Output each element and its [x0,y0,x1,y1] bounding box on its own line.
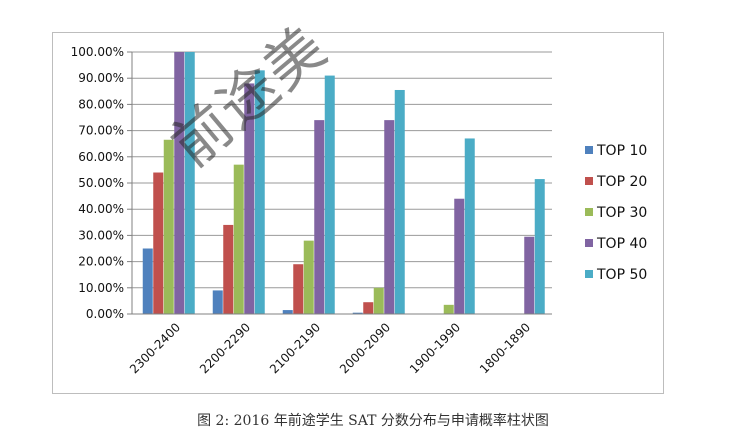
bar-top-20-3 [363,302,374,314]
bar-top-10-2 [282,310,293,314]
bars [142,52,545,315]
x-tick-label: 2000-2090 [337,320,393,376]
legend-swatch [585,239,593,247]
x-tick-label: 2200-2290 [197,320,253,376]
legend-label: TOP 50 [596,267,647,283]
y-tick-label: 0.00% [86,307,124,321]
x-tick-label: 1800-1890 [477,320,533,376]
bar-top-50-1 [254,70,265,314]
y-tick-label: 50.00% [78,176,124,190]
bar-top-50-0 [184,52,195,314]
bar-top-30-2 [303,240,314,314]
y-tick-label: 10.00% [78,281,124,295]
y-tick-label: 70.00% [78,124,124,138]
bar-top-20-2 [293,264,304,314]
y-tick-label: 20.00% [78,255,124,269]
bar-top-40-1 [244,83,255,314]
bar-top-30-4 [443,304,454,314]
y-tick-label: 100.00% [71,45,124,59]
y-axis: 0.00% 10.00% 20.00% 30.00% 40.00% 50.00% 60.00… [71,45,133,321]
bar-top-30-1 [233,164,244,314]
bar-top-10-1 [212,290,223,314]
bar-top-40-0 [174,52,185,314]
bar-top-10-0 [142,248,153,314]
bar-top-50-5 [534,179,545,314]
x-tick-label: 2300-2400 [127,320,183,376]
bar-top-30-3 [373,287,384,314]
bar-top-50-2 [324,75,335,314]
y-tick-label: 60.00% [78,150,124,164]
bar-top-40-2 [314,120,325,315]
legend: TOP 10 TOP 20 TOP 30 TOP 40 TOP 50 [585,143,647,283]
x-tick-label: 1900-1990 [407,320,463,376]
bar-top-10-3 [352,312,363,314]
bar-top-50-4 [464,138,475,314]
bar-top-20-0 [153,172,164,314]
legend-swatch [585,177,593,185]
legend-label: TOP 10 [596,143,647,159]
legend-label: TOP 40 [596,236,647,252]
bar-top-50-3 [394,89,405,315]
y-tick-label: 40.00% [78,202,124,216]
y-tick-label: 30.00% [78,228,124,242]
bar-top-20-1 [223,224,234,314]
bar-top-40-4 [454,198,465,314]
bar-top-40-3 [384,120,395,315]
legend-label: TOP 20 [596,174,647,190]
y-tick-label: 80.00% [78,97,124,111]
bar-chart: 0.00% 10.00% 20.00% 30.00% 40.00% 50.00% 60.00… [71,45,648,376]
legend-swatch [585,146,593,154]
bar-top-40-5 [524,236,535,314]
x-axis: 2300-2400 2200-2290 2100-2190 2000-2090 1900… [127,313,552,376]
legend-swatch [585,208,593,216]
figure-caption: 图 2: 2016 年前途学生 SAT 分数分布与申请概率柱状图 [197,413,549,429]
legend-label: TOP 30 [596,205,647,221]
bar-top-30-0 [163,139,174,314]
legend-swatch [585,270,593,278]
y-tick-label: 90.00% [78,71,124,85]
x-tick-label: 2100-2190 [267,320,323,376]
